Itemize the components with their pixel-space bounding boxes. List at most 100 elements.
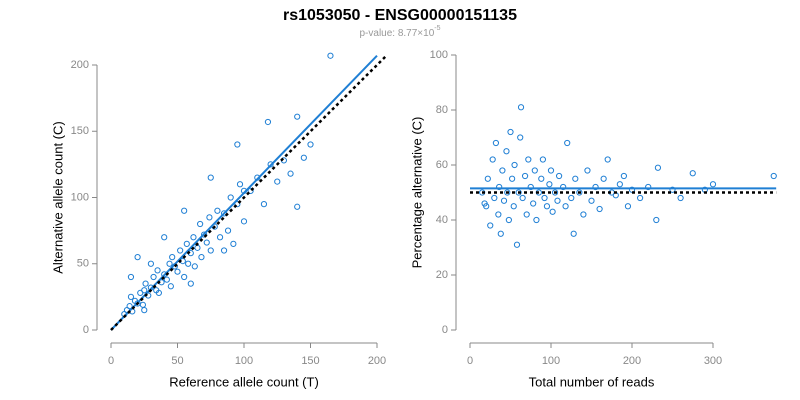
point: [592, 183, 599, 191]
point: [669, 186, 676, 193]
point: [216, 234, 224, 241]
point: [572, 175, 579, 182]
point: [543, 203, 551, 210]
x-tick-label: 300: [704, 355, 722, 367]
point: [689, 170, 696, 177]
point: [509, 175, 516, 182]
point: [495, 211, 502, 218]
point: [504, 189, 511, 196]
point: [596, 205, 603, 213]
point: [169, 254, 176, 261]
point: [533, 216, 540, 224]
point: [538, 175, 545, 182]
point: [177, 247, 184, 254]
point: [541, 194, 548, 202]
point: [530, 200, 537, 207]
x-tick-label: 0: [108, 355, 114, 367]
y-tick-label: 0: [442, 324, 448, 336]
y-tick-label: 0: [83, 324, 89, 336]
point: [185, 260, 192, 267]
point: [500, 197, 508, 204]
point: [546, 181, 553, 188]
y-tick-label: 60: [436, 159, 448, 171]
point: [507, 128, 514, 136]
point: [584, 167, 591, 174]
point: [491, 194, 498, 202]
x-tick-label: 150: [301, 355, 319, 367]
point: [556, 172, 563, 180]
point: [327, 52, 334, 59]
point: [481, 200, 488, 207]
point: [604, 156, 611, 163]
point: [709, 181, 717, 188]
point: [549, 208, 556, 215]
point: [307, 141, 314, 148]
point: [240, 218, 248, 225]
point: [142, 280, 149, 287]
point: [523, 211, 530, 218]
point: [187, 280, 194, 287]
point: [141, 287, 148, 294]
point: [194, 244, 201, 251]
point: [167, 283, 174, 290]
y-tick-label: 80: [436, 104, 448, 116]
point: [551, 189, 559, 196]
point: [224, 227, 232, 234]
point: [234, 201, 241, 208]
point: [236, 181, 244, 188]
point: [230, 240, 237, 247]
point: [274, 178, 281, 185]
point: [227, 194, 234, 201]
point: [127, 293, 135, 300]
fit-line: [110, 55, 378, 331]
point: [190, 234, 197, 241]
point: [503, 148, 510, 155]
point: [181, 207, 188, 214]
point: [645, 183, 652, 191]
point: [527, 183, 534, 191]
point: [161, 234, 168, 241]
x-tick-label: 200: [623, 355, 641, 367]
point: [147, 260, 154, 267]
x-tick-label: 100: [235, 355, 253, 367]
point: [511, 161, 518, 169]
point: [181, 273, 188, 281]
point: [207, 247, 214, 254]
x-tick-label: 200: [368, 355, 386, 367]
point: [519, 194, 526, 202]
point: [183, 240, 190, 247]
point: [191, 263, 198, 270]
point: [260, 201, 268, 208]
point: [505, 216, 512, 224]
y-axis-label: Alternative allele count (C): [50, 121, 65, 273]
point: [497, 230, 504, 237]
point: [203, 239, 210, 246]
point: [214, 207, 221, 214]
point: [510, 203, 517, 210]
subtitle-text: p-value: 8.77×10: [359, 28, 434, 39]
x-axis-label: Reference allele count (T): [169, 374, 319, 389]
y-tick-label: 100: [430, 49, 448, 61]
point: [770, 172, 777, 180]
y-tick-label: 50: [77, 258, 89, 270]
point: [564, 139, 571, 147]
y-tick-label: 20: [436, 269, 448, 281]
point: [547, 167, 555, 174]
point: [654, 164, 662, 171]
point: [521, 172, 529, 180]
point: [166, 260, 173, 267]
point: [127, 273, 135, 281]
point: [220, 247, 228, 254]
point: [562, 203, 569, 210]
x-tick-label: 0: [467, 355, 473, 367]
point: [637, 194, 644, 202]
point: [600, 175, 607, 182]
x-tick-label: 100: [542, 355, 560, 367]
point: [198, 254, 205, 261]
point: [150, 273, 157, 281]
point: [620, 172, 628, 180]
point: [517, 134, 524, 141]
y-tick-label: 150: [71, 125, 89, 137]
point: [163, 276, 170, 283]
